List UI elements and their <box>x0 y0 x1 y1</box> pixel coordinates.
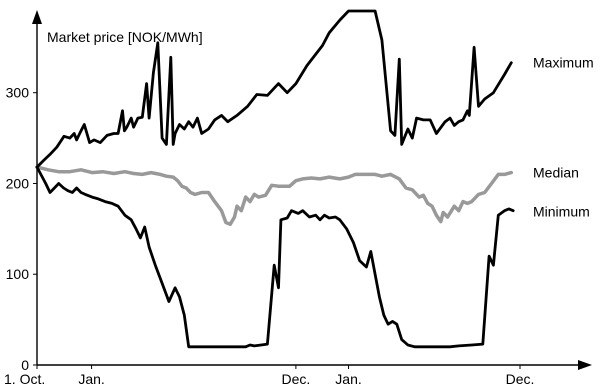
x-tick-label: Dec. <box>281 371 310 387</box>
series-line-maximum <box>35 9 513 169</box>
y-tick-label: 300 <box>6 85 30 101</box>
x-tick-label: 1. Oct. <box>4 371 45 387</box>
x-axis: 1. Oct. Jan. Dec. Jan. Dec. <box>4 360 592 387</box>
y-tick-label: 200 <box>6 175 30 191</box>
y-tick-label: 100 <box>6 266 30 282</box>
series-label-minimum: Minimum <box>533 204 590 220</box>
y-axis-arrow <box>32 10 42 24</box>
x-tick-label: Jan. <box>335 371 361 387</box>
y-ticks: 0 100 200 300 <box>6 85 37 373</box>
x-tick-label: Jan. <box>78 371 104 387</box>
series-label-median: Median <box>533 165 579 181</box>
series-label-maximum: Maximum <box>533 55 594 71</box>
x-ticks: 1. Oct. Jan. Dec. Jan. Dec. <box>4 365 534 387</box>
series-line-median <box>35 165 514 227</box>
series-line-minimum <box>35 165 515 349</box>
y-axis-title: Market price [NOK/MWh] <box>47 29 203 45</box>
series-labels: Maximum Median Minimum <box>533 55 594 220</box>
series-layer <box>35 9 515 349</box>
y-axis: 0 100 200 300 <box>6 10 42 373</box>
x-tick-label: Dec. <box>506 371 535 387</box>
x-axis-arrow <box>578 360 592 370</box>
y-tick-label: 0 <box>21 357 29 373</box>
